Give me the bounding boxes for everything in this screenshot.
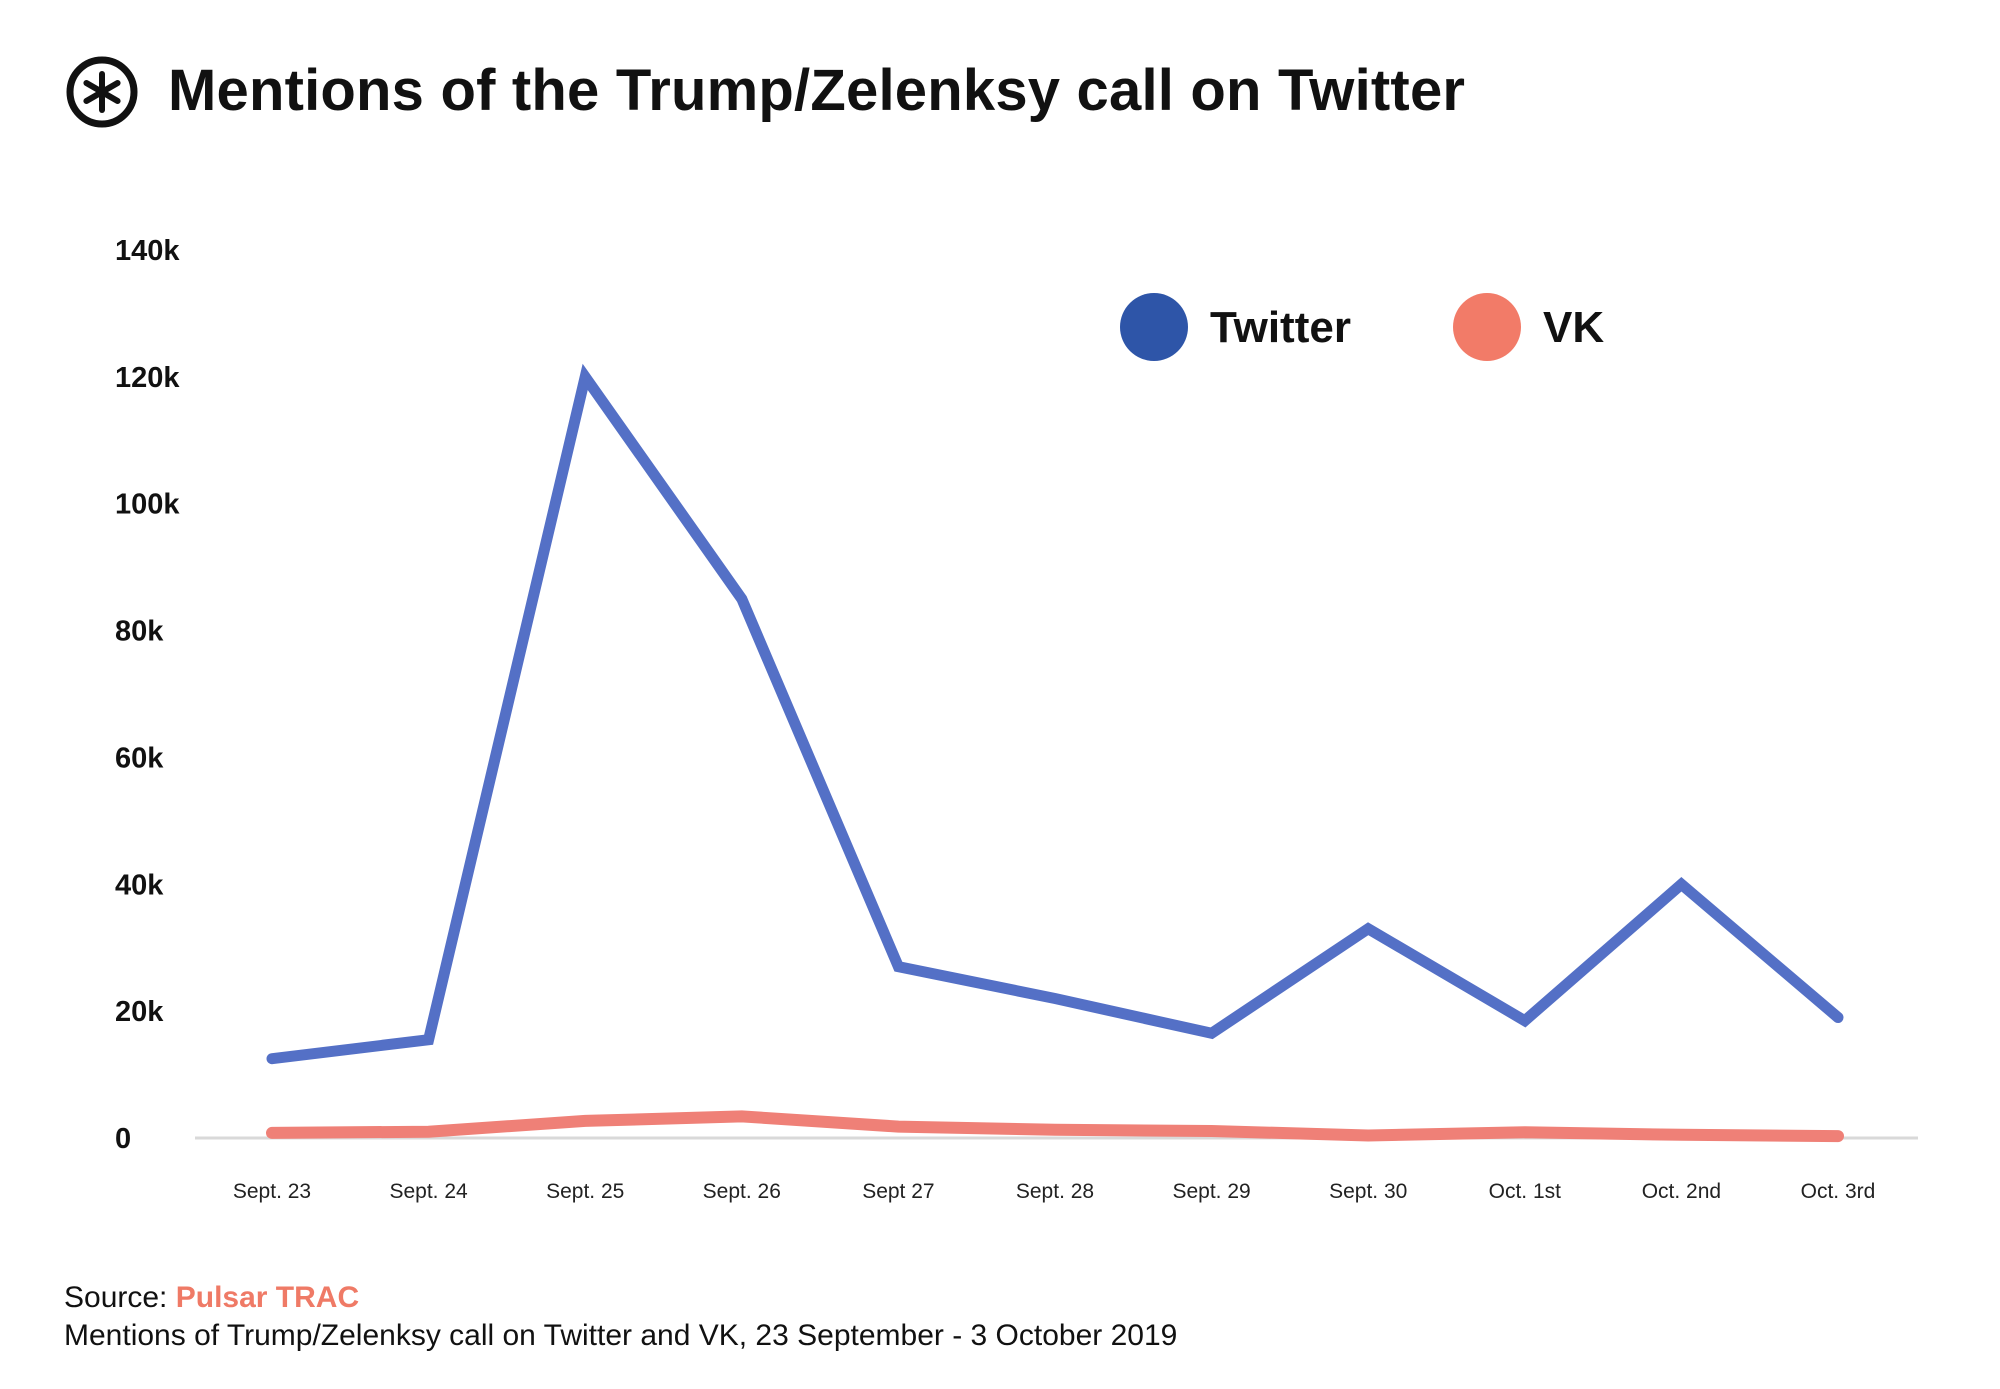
x-tick-label: Oct. 2nd bbox=[1642, 1180, 1721, 1203]
data-point-vk bbox=[428, 1131, 430, 1133]
data-point-vk bbox=[1211, 1130, 1213, 1132]
data-point-twitter bbox=[1211, 1032, 1213, 1034]
y-axis: 0 20k 40k 60k 80k 100k 120k 140k bbox=[115, 235, 180, 1155]
legend: Twitter VK bbox=[1120, 293, 1604, 361]
data-point-vk bbox=[1837, 1135, 1839, 1137]
data-point-vk bbox=[1054, 1129, 1056, 1131]
x-tick-label: Sept. 24 bbox=[389, 1180, 468, 1203]
data-point-twitter bbox=[1524, 1020, 1526, 1022]
data-point-twitter bbox=[1367, 928, 1369, 930]
page-title: Mentions of the Trump/Zelenksy call on T… bbox=[168, 58, 1466, 123]
legend-label-twitter: Twitter bbox=[1210, 303, 1351, 352]
data-point-twitter bbox=[428, 1039, 430, 1041]
data-point-twitter bbox=[584, 376, 586, 378]
legend-swatch-twitter bbox=[1120, 293, 1188, 361]
data-point-vk bbox=[741, 1115, 743, 1117]
y-tick-label: 40k bbox=[115, 869, 164, 901]
series-line-twitter bbox=[266, 363, 1844, 1065]
x-tick-label: Sept. 25 bbox=[546, 1180, 624, 1203]
data-point-vk bbox=[897, 1126, 899, 1128]
data-point-twitter bbox=[271, 1058, 273, 1060]
y-tick-label: 80k bbox=[115, 616, 164, 648]
source-prefix: Source: bbox=[64, 1281, 176, 1314]
data-point-vk bbox=[271, 1132, 273, 1134]
asterisk-circle-icon bbox=[66, 56, 138, 128]
data-point-vk bbox=[1367, 1134, 1369, 1136]
data-point-twitter bbox=[897, 966, 899, 968]
x-tick-label: Sept 27 bbox=[862, 1180, 934, 1203]
x-tick-label: Sept. 30 bbox=[1329, 1180, 1407, 1203]
data-point-twitter bbox=[1054, 997, 1056, 999]
data-point-vk bbox=[584, 1120, 586, 1122]
source-link[interactable]: Pulsar TRAC bbox=[175, 1281, 360, 1314]
x-axis: Sept. 23 Sept. 24 Sept. 25 Sept. 26 Sept 27 S… bbox=[233, 1180, 1875, 1203]
x-tick-label: Sept. 23 bbox=[233, 1180, 311, 1203]
x-tick-label: Sept. 28 bbox=[1016, 1180, 1094, 1203]
x-tick-label: Sept. 29 bbox=[1172, 1180, 1250, 1203]
chart-caption: Mentions of Trump/Zelenksy call on Twitt… bbox=[64, 1319, 1178, 1352]
y-tick-label: 100k bbox=[115, 489, 180, 521]
x-tick-label: Oct. 1st bbox=[1489, 1180, 1562, 1203]
data-point-twitter bbox=[1680, 883, 1682, 885]
y-tick-label: 120k bbox=[115, 362, 180, 394]
y-tick-label: 60k bbox=[115, 742, 164, 774]
source-line: Source: Pulsar TRAC bbox=[64, 1278, 359, 1318]
y-tick-label: 20k bbox=[115, 996, 164, 1028]
legend-label-vk: VK bbox=[1543, 303, 1604, 352]
data-point-vk bbox=[1680, 1134, 1682, 1136]
legend-swatch-vk bbox=[1453, 293, 1521, 361]
series-line-vk bbox=[266, 1110, 1844, 1143]
data-point-twitter bbox=[1837, 1016, 1839, 1018]
data-point-twitter bbox=[741, 598, 743, 600]
data-point-vk bbox=[1524, 1131, 1526, 1133]
y-tick-label: 0 bbox=[115, 1123, 131, 1155]
y-tick-label: 140k bbox=[115, 235, 180, 267]
x-tick-label: Sept. 26 bbox=[703, 1180, 781, 1203]
x-tick-label: Oct. 3rd bbox=[1801, 1180, 1876, 1203]
series-layer bbox=[266, 363, 1844, 1143]
